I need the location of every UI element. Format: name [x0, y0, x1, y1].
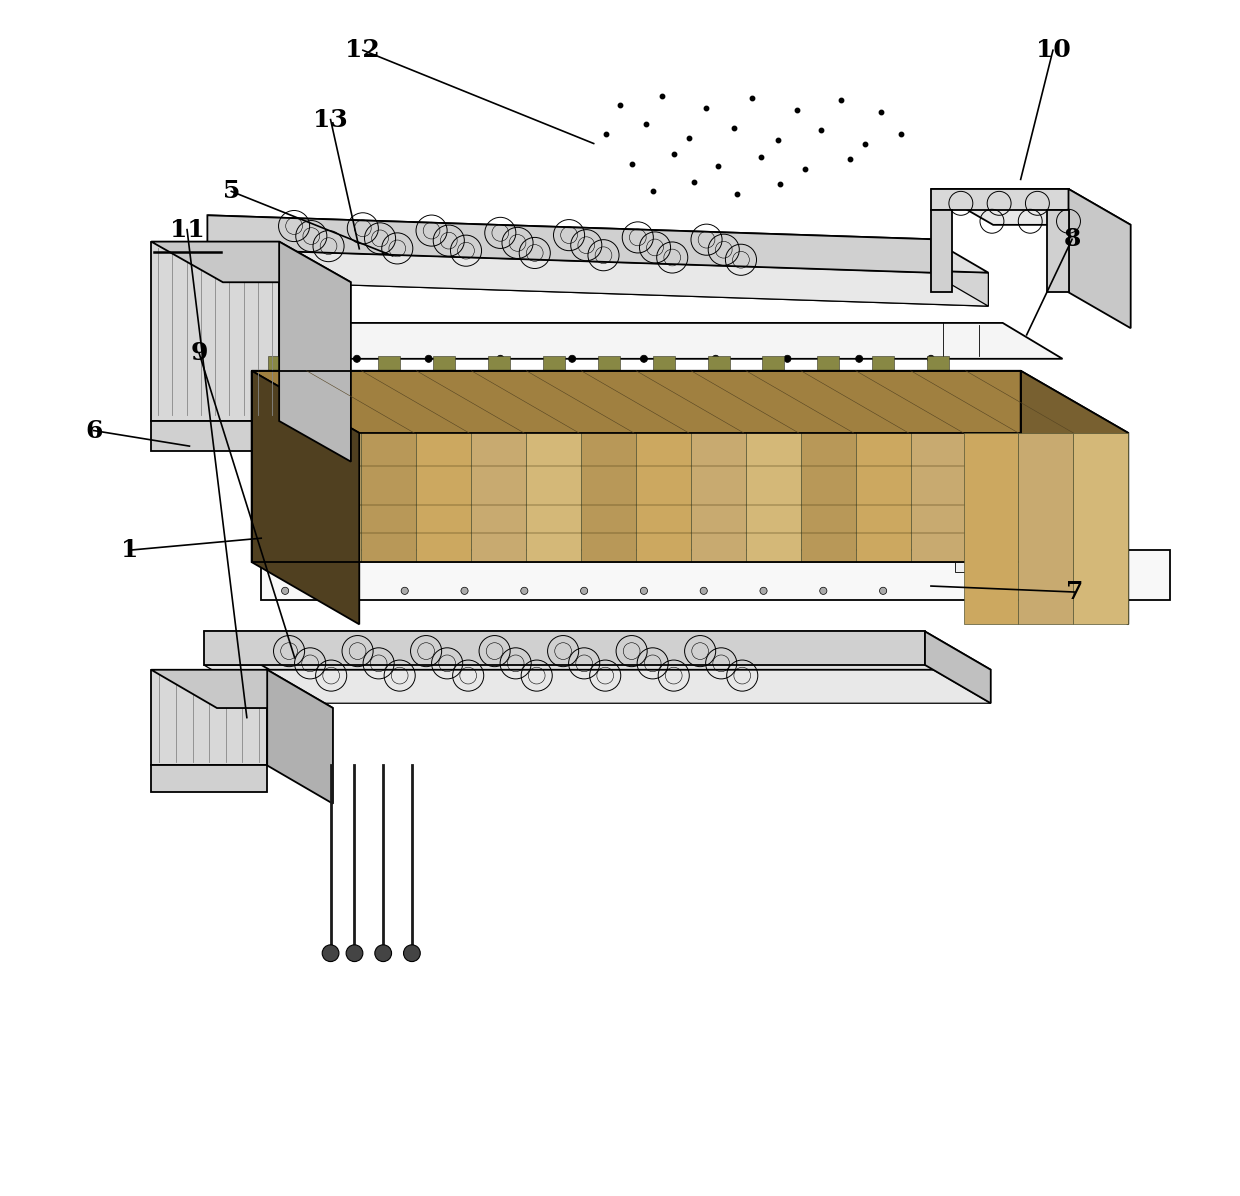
Text: 13: 13 [314, 108, 348, 132]
Polygon shape [708, 356, 729, 371]
Circle shape [341, 587, 348, 594]
Polygon shape [151, 421, 279, 451]
Polygon shape [203, 631, 991, 670]
Polygon shape [203, 665, 991, 703]
Polygon shape [911, 371, 966, 562]
Polygon shape [151, 242, 279, 421]
Circle shape [701, 587, 707, 594]
Polygon shape [252, 371, 1128, 433]
Polygon shape [925, 631, 991, 703]
Circle shape [879, 587, 887, 594]
Circle shape [640, 355, 647, 362]
Circle shape [784, 355, 791, 362]
Polygon shape [279, 242, 351, 462]
Polygon shape [151, 670, 334, 708]
Polygon shape [746, 371, 801, 562]
Polygon shape [856, 371, 911, 562]
Polygon shape [966, 371, 1021, 562]
Polygon shape [817, 356, 839, 371]
Polygon shape [931, 189, 1131, 225]
Polygon shape [151, 670, 267, 765]
Text: 12: 12 [346, 38, 381, 62]
Polygon shape [636, 371, 691, 562]
Circle shape [353, 355, 361, 362]
Polygon shape [306, 371, 362, 562]
Text: 6: 6 [86, 419, 103, 443]
Circle shape [521, 587, 528, 594]
Polygon shape [378, 356, 401, 371]
Circle shape [346, 945, 363, 962]
Circle shape [281, 355, 289, 362]
Polygon shape [691, 371, 746, 562]
Polygon shape [801, 371, 856, 562]
Polygon shape [207, 215, 988, 273]
Polygon shape [928, 356, 950, 371]
Circle shape [928, 355, 935, 362]
Polygon shape [265, 249, 988, 306]
Polygon shape [252, 371, 360, 624]
Polygon shape [1074, 433, 1128, 624]
Circle shape [820, 587, 827, 594]
Polygon shape [763, 356, 785, 371]
Polygon shape [324, 356, 345, 371]
Text: 8: 8 [1064, 227, 1081, 251]
Polygon shape [207, 249, 988, 306]
Circle shape [569, 355, 575, 362]
Text: 11: 11 [170, 218, 205, 242]
Polygon shape [417, 371, 471, 562]
Polygon shape [471, 371, 526, 562]
Polygon shape [919, 550, 997, 572]
Circle shape [374, 945, 392, 962]
Polygon shape [262, 550, 1171, 600]
Circle shape [712, 355, 719, 362]
Circle shape [322, 945, 339, 962]
Circle shape [461, 587, 469, 594]
Circle shape [760, 587, 768, 594]
Polygon shape [207, 215, 931, 273]
Circle shape [497, 355, 503, 362]
Text: 1: 1 [122, 538, 139, 562]
Polygon shape [598, 356, 620, 371]
Polygon shape [582, 371, 636, 562]
Text: 5: 5 [223, 179, 241, 203]
Circle shape [281, 587, 289, 594]
Polygon shape [1021, 371, 1128, 624]
Polygon shape [151, 765, 267, 792]
Polygon shape [1069, 189, 1131, 328]
Text: 10: 10 [1035, 38, 1070, 62]
Polygon shape [931, 189, 1069, 210]
Polygon shape [433, 356, 455, 371]
Polygon shape [207, 323, 1063, 359]
Polygon shape [268, 356, 290, 371]
Polygon shape [362, 371, 417, 562]
Circle shape [580, 587, 588, 594]
Polygon shape [487, 356, 510, 371]
Circle shape [856, 355, 863, 362]
Polygon shape [873, 356, 894, 371]
Polygon shape [1018, 433, 1074, 624]
Polygon shape [203, 631, 925, 665]
Circle shape [401, 587, 408, 594]
Polygon shape [543, 356, 564, 371]
Text: 7: 7 [1066, 580, 1084, 604]
Text: 9: 9 [190, 341, 208, 365]
Polygon shape [931, 210, 952, 292]
Polygon shape [526, 371, 582, 562]
Polygon shape [151, 242, 351, 282]
Circle shape [425, 355, 433, 362]
Polygon shape [252, 371, 306, 562]
Polygon shape [267, 670, 334, 804]
Polygon shape [652, 356, 675, 371]
Circle shape [403, 945, 420, 962]
Circle shape [640, 587, 647, 594]
Polygon shape [963, 433, 1018, 624]
Polygon shape [1047, 210, 1069, 292]
